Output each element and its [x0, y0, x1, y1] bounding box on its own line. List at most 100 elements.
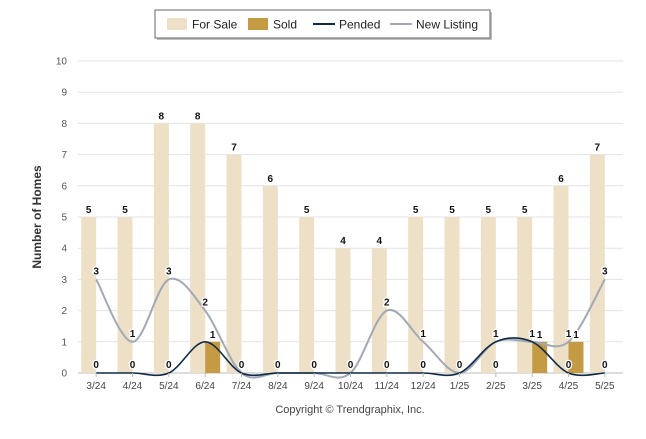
label-sold-halo: 1: [210, 330, 216, 341]
label-sold: 1: [537, 330, 543, 341]
footer-copyright: Copyright © Trendgraphix, Inc.: [275, 404, 424, 416]
label-for-sale: 5: [522, 205, 528, 216]
x-tick-label: 6/24: [195, 381, 215, 392]
y-tick-label: 1: [61, 337, 67, 348]
label-sold: 0: [348, 360, 354, 371]
legend-label: Sold: [273, 18, 297, 32]
label-for-sale: 5: [304, 205, 310, 216]
x-tick-label: 9/24: [304, 381, 324, 392]
label-for-sale-halo: 8: [195, 111, 201, 122]
label-sold: 0: [602, 360, 608, 371]
label-for-sale-halo: 5: [304, 205, 310, 216]
x-axis-ticks: 3/24 4/24 5/24 6/24 7/24 8/24 9/24 10/24 11/24 12…: [86, 373, 615, 392]
label-new-listing-halo: 1: [130, 329, 136, 340]
label-sold-halo: 0: [93, 360, 99, 371]
x-tick-label: 2/25: [486, 381, 506, 392]
bar-for-sale: [335, 248, 351, 373]
label-sold-halo: 0: [275, 360, 281, 371]
label-pended-halo: 0: [348, 360, 354, 371]
x-tick-label: 5/25: [595, 381, 615, 392]
label-new-listing: 1: [130, 329, 136, 340]
label-pended-halo: 0: [166, 360, 172, 371]
label-pended-halo: 0: [602, 360, 608, 371]
label-new-listing-halo: 1: [566, 329, 572, 340]
bar-for-sale: [408, 217, 424, 373]
label-pended: 0: [457, 360, 463, 371]
label-sold: 0: [457, 360, 463, 371]
label-pended-halo: 0: [93, 360, 99, 371]
label-for-sale-halo: 5: [522, 205, 528, 216]
label-new-listing-halo: 1: [493, 329, 499, 340]
label-sold-halo: 0: [348, 360, 354, 371]
label-for-sale: 8: [195, 111, 201, 122]
bar-for-sale: [117, 217, 133, 373]
label-new-listing: 1: [493, 329, 499, 340]
label-sold: 0: [493, 360, 499, 371]
label-sold-halo: 0: [130, 360, 136, 371]
label-sold-halo: 0: [166, 360, 172, 371]
label-new-listing: 1: [420, 329, 426, 340]
label-for-sale-halo: 7: [231, 143, 237, 154]
x-tick-label: 4/24: [123, 381, 143, 392]
legend: For Sale Sold Pended New Listing: [154, 9, 492, 40]
label-sold-halo: 1: [537, 330, 543, 341]
label-new-listing-halo: 0: [348, 360, 354, 371]
data-labels: 5533000055110000883300008822117700000066…: [85, 110, 610, 372]
y-axis-ticks: 0 1 2 3 4 5 6 7 8 9 10: [56, 57, 68, 380]
label-sold: 1: [210, 330, 216, 341]
label-new-listing: 3: [166, 266, 172, 277]
label-pended: 0: [93, 360, 99, 371]
y-tick-label: 5: [61, 213, 67, 224]
label-pended: 0: [420, 360, 426, 371]
label-sold: 0: [239, 360, 245, 371]
label-for-sale: 4: [340, 236, 346, 247]
label-new-listing: 3: [602, 266, 608, 277]
label-for-sale: 5: [413, 205, 419, 216]
label-new-listing: 1: [566, 329, 572, 340]
label-new-listing-halo: 2: [384, 298, 390, 309]
bar-for-sale: [262, 185, 278, 373]
label-for-sale-halo: 6: [558, 174, 564, 185]
label-sold: 0: [130, 360, 136, 371]
label-for-sale-halo: 6: [268, 174, 274, 185]
legend-label: For Sale: [192, 18, 238, 32]
label-for-sale: 6: [268, 174, 274, 185]
label-for-sale-halo: 5: [486, 205, 492, 216]
label-sold-halo: 0: [602, 360, 608, 371]
label-sold: 0: [275, 360, 281, 371]
label-new-listing: 2: [384, 298, 390, 309]
label-new-listing: 3: [93, 266, 99, 277]
label-pended: 0: [130, 360, 136, 371]
label-for-sale-halo: 4: [377, 236, 383, 247]
label-pended-halo: 0: [311, 360, 317, 371]
label-for-sale-halo: 8: [159, 111, 165, 122]
label-new-listing-halo: 3: [93, 266, 99, 277]
label-for-sale: 5: [486, 205, 492, 216]
label-new-listing: 0: [348, 360, 354, 371]
label-for-sale-halo: 5: [122, 205, 128, 216]
label-new-listing-halo: 0: [275, 360, 281, 371]
bar-for-sale: [371, 248, 387, 373]
y-tick-label: 6: [61, 181, 67, 192]
y-tick-label: 7: [61, 150, 67, 161]
legend-swatch: [167, 18, 187, 30]
y-axis-label: Number of Homes: [30, 165, 44, 269]
label-sold-halo: 0: [311, 360, 317, 371]
x-tick-label: 7/24: [232, 381, 252, 392]
label-for-sale: 8: [159, 111, 165, 122]
label-new-listing: 0: [311, 360, 317, 371]
bar-for-sale: [299, 217, 315, 373]
y-tick-label: 0: [61, 369, 67, 380]
label-pended-halo: 0: [130, 360, 136, 371]
label-new-listing-halo: 3: [166, 266, 172, 277]
x-tick-label: 5/24: [159, 381, 179, 392]
label-pended: 0: [166, 360, 172, 371]
x-tick-label: 1/25: [450, 381, 470, 392]
bars: [81, 123, 605, 374]
label-sold-halo: 0: [239, 360, 245, 371]
label-for-sale-halo: 7: [595, 143, 601, 154]
label-new-listing-halo: 3: [602, 266, 608, 277]
label-pended-halo: 0: [239, 360, 245, 371]
label-new-listing-halo: 1: [420, 329, 426, 340]
